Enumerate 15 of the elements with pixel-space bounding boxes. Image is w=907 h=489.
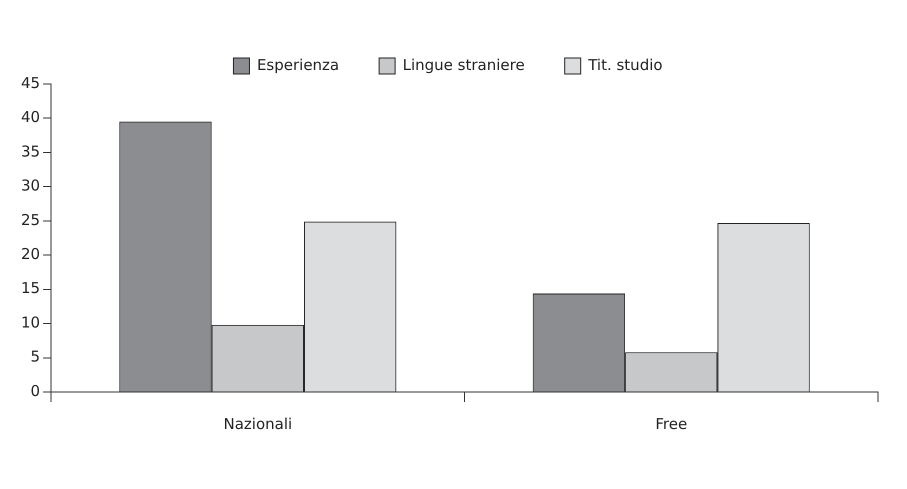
y-tick-label: 10: [20, 313, 40, 332]
y-tick-label: 40: [20, 108, 40, 126]
legend-label: Lingue straniere: [402, 56, 525, 74]
y-tick-label: 45: [20, 74, 40, 92]
y-tick-label: 20: [20, 245, 40, 263]
legend-label: Esperienza: [256, 56, 340, 74]
y-tick-label: 25: [20, 210, 40, 229]
x-tick-label: Free: [655, 414, 688, 433]
legend-label: Tit. studio: [587, 56, 663, 74]
y-tick-label: 15: [20, 279, 40, 298]
x-tick-label: Nazionali: [223, 414, 292, 433]
y-tick-label: 0: [30, 382, 40, 400]
y-tick-label: 30: [20, 176, 40, 195]
y-tick-label: 35: [20, 142, 40, 160]
y-tick-label: 5: [30, 348, 40, 366]
